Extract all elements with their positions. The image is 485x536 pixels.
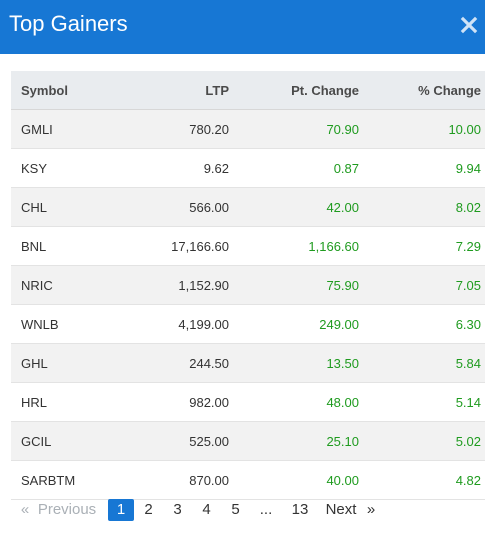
page-button-4[interactable]: 4 [202,501,211,518]
cell-pt-change: 13.50 [239,343,369,383]
cell-pt-change: 48.00 [239,382,369,422]
cell-ltp: 780.20 [117,109,239,149]
cell-pt-change: 0.87 [239,148,369,188]
column-header-symbol[interactable]: Symbol [11,71,117,110]
cell-pt-change: 249.00 [239,304,369,344]
cell-symbol[interactable]: SARBTM [11,460,117,500]
cell-pt-change: 25.10 [239,421,369,461]
cell-pct-change: 6.30 [369,304,485,344]
cell-symbol[interactable]: NRIC [11,265,117,305]
cell-pt-change: 40.00 [239,460,369,500]
table-row[interactable]: GMLI 780.20 70.90 10.00 [11,109,485,149]
table-header-row: Symbol LTP Pt. Change % Change [11,71,485,110]
next-page-button[interactable]: Next [325,501,357,518]
cell-ltp: 982.00 [117,382,239,422]
table-row[interactable]: GHL 244.50 13.50 5.84 [11,343,485,383]
cell-pt-change: 75.90 [239,265,369,305]
cell-symbol[interactable]: HRL [11,382,117,422]
cell-pt-change: 70.90 [239,109,369,149]
cell-symbol[interactable]: GCIL [11,421,117,461]
cell-ltp: 9.62 [117,148,239,188]
cell-ltp: 17,166.60 [117,226,239,266]
cell-symbol[interactable]: WNLB [11,304,117,344]
table-row[interactable]: NRIC 1,152.90 75.90 7.05 [11,265,485,305]
cell-symbol[interactable]: GHL [11,343,117,383]
cell-ltp: 566.00 [117,187,239,227]
cell-pct-change: 5.02 [369,421,485,461]
cell-ltp: 244.50 [117,343,239,383]
column-header-pct-change[interactable]: % Change [369,71,485,110]
table-row[interactable]: WNLB 4,199.00 249.00 6.30 [11,304,485,344]
table-row[interactable]: GCIL 525.00 25.10 5.02 [11,421,485,461]
dialog-header: Top Gainers [0,0,485,54]
page-button-2[interactable]: 2 [144,501,153,518]
column-header-ltp[interactable]: LTP [117,71,239,110]
table-row[interactable]: SARBTM 870.00 40.00 4.82 [11,460,485,500]
cell-pct-change: 7.29 [369,226,485,266]
cell-pct-change: 5.14 [369,382,485,422]
pagination-ellipsis: ... [259,501,273,518]
dialog-title: Top Gainers [9,11,128,36]
page-button-1[interactable]: 1 [108,499,134,521]
page-button-3[interactable]: 3 [173,501,182,518]
cell-pct-change: 9.94 [369,148,485,188]
table-row[interactable]: HRL 982.00 48.00 5.14 [11,382,485,422]
cell-symbol[interactable]: BNL [11,226,117,266]
table-row[interactable]: CHL 566.00 42.00 8.02 [11,187,485,227]
cell-ltp: 525.00 [117,421,239,461]
cell-pt-change: 42.00 [239,187,369,227]
pagination: « Previous 1 2 3 4 5 ... 13 Next » [18,499,378,521]
last-page-button[interactable]: » [366,501,376,518]
cell-pct-change: 4.82 [369,460,485,500]
page-button-5[interactable]: 5 [231,501,240,518]
cell-pct-change: 7.05 [369,265,485,305]
cell-pt-change: 1,166.60 [239,226,369,266]
page-button-13[interactable]: 13 [291,501,309,518]
cell-symbol[interactable]: KSY [11,148,117,188]
gainers-table: Symbol LTP Pt. Change % Change GMLI 780.2… [11,71,485,500]
previous-page-button[interactable]: Previous [37,501,97,518]
cell-symbol[interactable]: GMLI [11,109,117,149]
first-page-button[interactable]: « [20,501,30,518]
gainers-table-container: Symbol LTP Pt. Change % Change GMLI 780.2… [11,71,485,500]
cell-ltp: 1,152.90 [117,265,239,305]
cell-pct-change: 8.02 [369,187,485,227]
close-icon[interactable] [457,13,481,37]
cell-symbol[interactable]: CHL [11,187,117,227]
cell-pct-change: 5.84 [369,343,485,383]
table-row[interactable]: BNL 17,166.60 1,166.60 7.29 [11,226,485,266]
table-row[interactable]: KSY 9.62 0.87 9.94 [11,148,485,188]
column-header-pt-change[interactable]: Pt. Change [239,71,369,110]
cell-pct-change: 10.00 [369,109,485,149]
cell-ltp: 870.00 [117,460,239,500]
cell-ltp: 4,199.00 [117,304,239,344]
